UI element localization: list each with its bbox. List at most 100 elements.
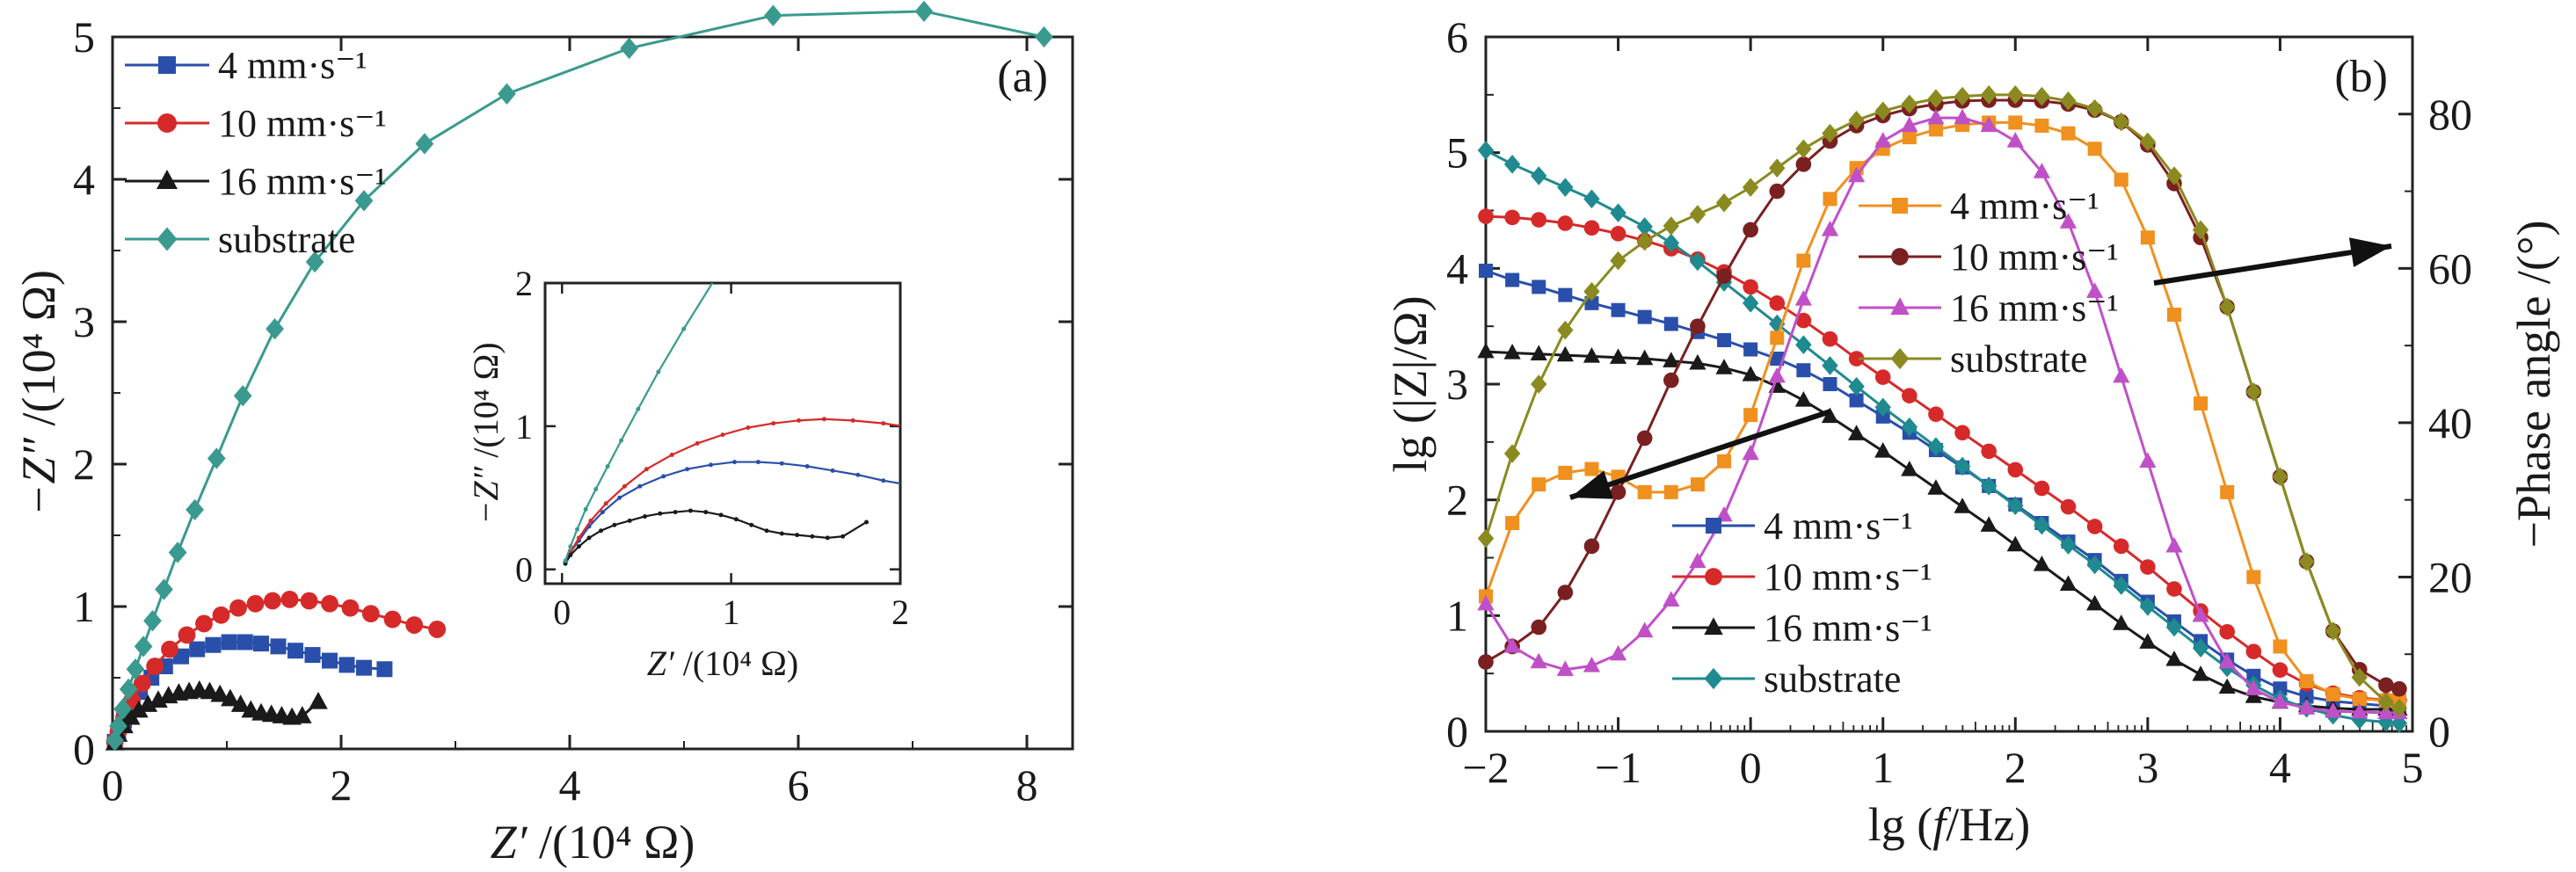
- data-point: [221, 634, 237, 650]
- magnitude-point: [1583, 189, 1600, 209]
- inset-y-axis-label: −Z″ /(10⁴ Ω): [466, 342, 506, 524]
- inset-x-axis-label: Z′ /(10⁴ Ω): [647, 643, 798, 683]
- magnitude-point: [1980, 516, 1997, 532]
- magnitude-point: [2113, 614, 2130, 630]
- inset-data-point: [800, 145, 804, 149]
- inset-data-point: [709, 462, 714, 468]
- phase-point: [1769, 183, 1786, 200]
- phase-point: [2299, 673, 2314, 688]
- data-point: [321, 594, 338, 613]
- data-point: [212, 606, 230, 624]
- y-left-tick-label: 6: [1446, 12, 1468, 62]
- phase-point: [2139, 132, 2157, 152]
- magnitude-point: [1981, 443, 1997, 460]
- data-point: [109, 715, 127, 738]
- data-point: [356, 659, 372, 676]
- magnitude-point: [1689, 353, 1706, 370]
- data-point: [229, 599, 247, 617]
- inset-data-point: [797, 418, 802, 423]
- magnitude-point: [1954, 456, 1971, 476]
- magnitude-point: [2218, 678, 2236, 694]
- phase-point: [2165, 536, 2183, 553]
- phase-point: [1848, 166, 1866, 183]
- legend-marker: [156, 170, 178, 189]
- data-point: [264, 592, 281, 610]
- x-tick-label: 5: [2402, 743, 2424, 792]
- data-point: [253, 636, 269, 652]
- phase-point: [1609, 644, 1627, 661]
- data-point: [246, 594, 265, 613]
- inset-data-point: [733, 517, 739, 522]
- phase-point: [1584, 461, 1599, 476]
- magnitude-point: [2273, 681, 2288, 696]
- data-point: [168, 541, 187, 563]
- inset-data-point: [881, 478, 886, 483]
- x-tick-label: 2: [331, 760, 353, 810]
- data-point: [300, 592, 318, 610]
- magnitude-point: [1821, 407, 1839, 424]
- magnitude-point: [1849, 393, 1864, 408]
- phase-point: [1636, 231, 1653, 251]
- phase-point: [2113, 112, 2129, 132]
- magnitude-point: [1477, 342, 1495, 359]
- phase-point: [1477, 594, 1495, 611]
- phase-point: [1902, 130, 1917, 145]
- phase-point: [1980, 116, 1997, 133]
- inset-data-point: [643, 513, 648, 519]
- legend-marker: [156, 227, 178, 251]
- y-tick-label: 3: [73, 297, 95, 346]
- inset-data-point: [795, 533, 800, 538]
- phase-point: [2377, 692, 2395, 712]
- phase-point: [1689, 205, 1706, 224]
- phase-point: [1636, 621, 1654, 638]
- inset-data-point: [779, 461, 784, 466]
- magnitude-point: [1477, 141, 1495, 160]
- phase-point: [1901, 116, 1918, 133]
- data-point: [305, 251, 324, 273]
- magnitude-point: [1927, 479, 1945, 495]
- data-point: [129, 700, 149, 718]
- inset-data-point: [563, 558, 568, 563]
- inset-data-point: [681, 326, 687, 331]
- phase-point: [2139, 452, 2157, 468]
- data-point: [280, 591, 299, 608]
- phase-point: [1901, 94, 1918, 114]
- inset-data-point: [622, 483, 627, 489]
- data-point: [143, 610, 162, 632]
- data-point: [620, 37, 638, 60]
- magnitude-point: [1558, 287, 1573, 302]
- y-axis-symbol: −Z″: [12, 437, 65, 515]
- inset-data-point: [658, 511, 663, 516]
- phase-point: [2061, 126, 2076, 141]
- magnitude-point: [1848, 351, 1865, 367]
- phase-point: [1794, 290, 1812, 306]
- magnitude-point: [2139, 633, 2157, 649]
- inset-data-point: [593, 487, 599, 492]
- x-tick-label: 0: [1740, 743, 1762, 792]
- phase-point: [2245, 679, 2262, 695]
- magnitude-point: [2086, 594, 2104, 611]
- magnitude-point: [1795, 335, 1812, 355]
- phase-point: [1821, 221, 1839, 236]
- magnitude-point: [1717, 332, 1732, 347]
- inset-data-point: [637, 483, 643, 489]
- y-right-tick-label: 80: [2428, 90, 2472, 139]
- magnitude-legend-label: substrate: [1764, 658, 1901, 701]
- data-point: [383, 610, 402, 629]
- magnitude-point: [2006, 535, 2024, 552]
- x-axis-prefix: lg (: [1868, 798, 1933, 851]
- data-point: [376, 661, 393, 678]
- magnitude-point: [1769, 314, 1786, 334]
- inset-data-point: [714, 275, 718, 280]
- x-axis-unit: /(10⁴ Ω): [527, 816, 695, 868]
- y-right-axis-label: −Phase angle /(°): [2507, 221, 2560, 549]
- inset-data-point: [688, 508, 693, 513]
- inset-data-point: [619, 438, 624, 443]
- magnitude-point: [2034, 515, 2050, 535]
- x-tick-label: −1: [1595, 743, 1641, 792]
- data-point: [126, 658, 145, 680]
- phase-point: [2325, 621, 2341, 641]
- phase-point: [2378, 677, 2394, 694]
- phase-point: [2391, 680, 2407, 697]
- magnitude-point: [2113, 538, 2129, 555]
